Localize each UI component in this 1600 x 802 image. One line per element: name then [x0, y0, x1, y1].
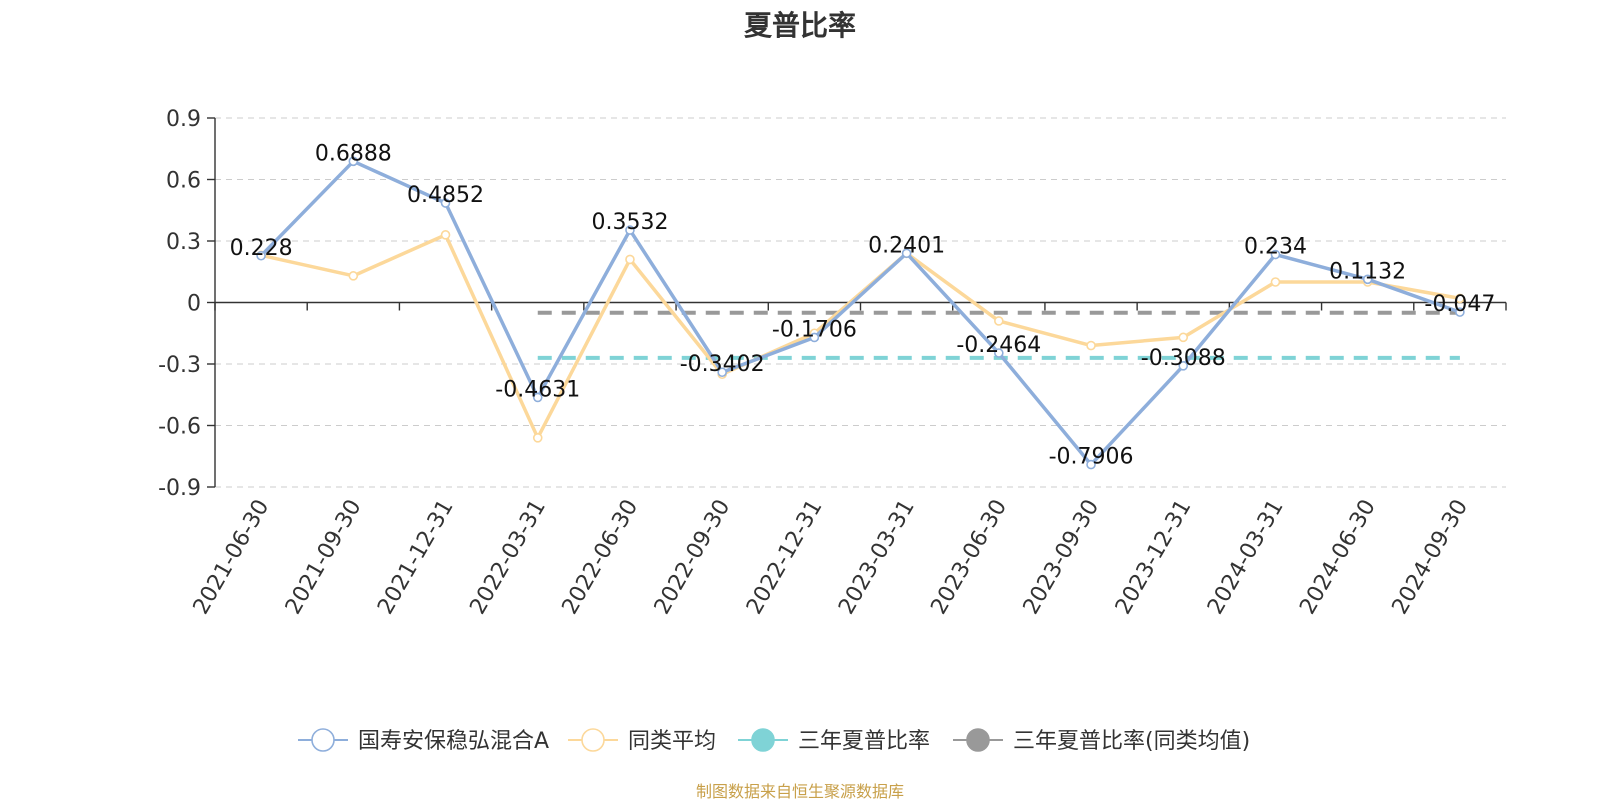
data-label: 0.4852 [407, 183, 484, 208]
data-label: -0.3402 [680, 352, 765, 377]
y-tick-label: 0.3 [166, 230, 201, 255]
data-label: -0.047 [1424, 292, 1495, 317]
y-tick-label: 0.9 [166, 107, 201, 132]
data-point [1455, 293, 1465, 304]
data-point [809, 332, 820, 343]
legend-item: 三年夏普比率(同类均值) [953, 728, 1250, 754]
x-tick-label: 2022-09-30 [650, 496, 736, 619]
legend-marker [966, 728, 990, 752]
y-tick-label: -0.6 [158, 415, 201, 440]
x-tick-label: 2022-12-31 [742, 496, 828, 619]
data-point [717, 367, 727, 378]
data-point [994, 316, 1004, 326]
x-tick-label: 2024-06-30 [1295, 496, 1381, 619]
series-line [259, 159, 1461, 467]
data-point [1086, 459, 1096, 470]
legend-label: 三年夏普比率(同类均值) [1013, 729, 1250, 754]
x-tick-label: 2022-06-30 [558, 496, 644, 619]
x-tick-label: 2023-12-31 [1111, 496, 1197, 619]
data-label: -0.3088 [1141, 346, 1226, 371]
data-label: -0.1706 [772, 317, 857, 342]
data-point [532, 392, 543, 403]
data-label: 0.1132 [1329, 259, 1406, 284]
legend-marker [581, 728, 605, 752]
legend-label: 三年夏普比率 [798, 729, 930, 754]
data-label: 0.2401 [868, 233, 945, 258]
y-tick-label: -0.9 [158, 476, 201, 501]
y-tick-label: -0.3 [158, 353, 201, 378]
x-tick-label: 2021-06-30 [189, 496, 275, 619]
x-tick-label: 2021-09-30 [281, 496, 367, 619]
data-point [1270, 277, 1281, 287]
legend-marker [311, 728, 335, 752]
data-label: 0.228 [230, 236, 293, 261]
data-point [1455, 307, 1465, 317]
data-point [440, 198, 451, 208]
x-tick-label: 2023-03-31 [834, 496, 920, 619]
legend-marker [751, 728, 775, 752]
data-point [901, 248, 912, 259]
data-label: 0.234 [1244, 235, 1307, 260]
data-labels: 0.228 0.6888 0.4852 -0.4631 0.3532 -0.3402 -0.… [230, 141, 1496, 469]
data-label: -0.4631 [495, 377, 580, 402]
data-point [348, 156, 359, 167]
y-tick-label: 0.6 [166, 169, 201, 194]
series-layer [256, 156, 1465, 470]
legend-label: 同类平均 [628, 729, 716, 754]
legend-label: 国寿安保稳弘混合A [358, 729, 549, 754]
data-point [625, 254, 635, 265]
data-point [1362, 274, 1373, 285]
data-label: 0.3532 [591, 210, 668, 235]
data-label: 0.6888 [315, 141, 392, 166]
y-tick-label: 0 [187, 292, 201, 317]
data-point [440, 230, 451, 240]
legend-item: 三年夏普比率 [738, 728, 930, 754]
data-point [1178, 361, 1189, 371]
source-note: 制图数据来自恒生聚源数据库 [695, 782, 904, 801]
data-point [348, 271, 359, 281]
x-tick-label: 2024-09-30 [1388, 496, 1474, 619]
x-tick-label: 2021-12-31 [373, 496, 459, 619]
data-point [1178, 332, 1189, 343]
data-point [994, 348, 1004, 358]
data-point [532, 432, 543, 443]
x-tick-label: 2024-03-31 [1203, 496, 1289, 619]
data-point [1086, 340, 1096, 351]
data-label: -0.2464 [956, 333, 1041, 358]
x-tick-label: 2023-09-30 [1019, 496, 1105, 619]
x-tick-label: 2022-03-31 [465, 496, 551, 619]
reference-lines [537, 310, 1460, 360]
chart-title: 夏普比率 [743, 9, 856, 42]
legend: 国寿安保稳弘混合A 同类平均 三年夏普比率 三年夏普比率(同类均值) [298, 728, 1250, 754]
series-line [260, 233, 1461, 440]
data-point [1270, 249, 1281, 260]
data-label: -0.7906 [1049, 445, 1134, 470]
x-tick-label: 2023-06-30 [926, 496, 1012, 619]
data-point [625, 225, 635, 235]
data-point [256, 250, 266, 261]
legend-item: 国寿安保稳弘混合A [298, 728, 549, 754]
legend-item: 同类平均 [568, 728, 716, 754]
